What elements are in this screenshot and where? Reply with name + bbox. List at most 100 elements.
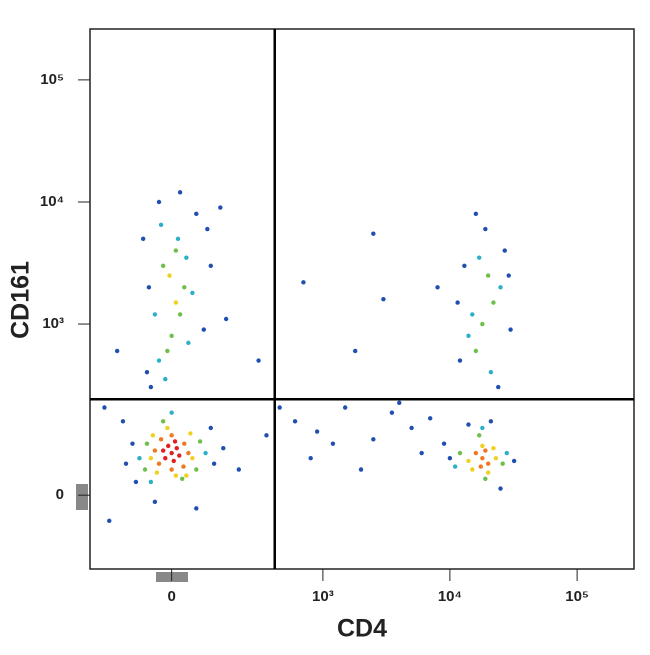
event-dot <box>457 450 463 456</box>
event-dot <box>485 470 491 475</box>
x-axis-label: CD4 <box>337 615 387 643</box>
event-dot <box>205 226 210 232</box>
event-dot <box>194 467 199 472</box>
event-dot <box>179 476 185 481</box>
event-dot <box>158 222 164 228</box>
event-dot <box>477 433 482 438</box>
event-dot <box>114 348 120 354</box>
event-dot <box>186 450 191 456</box>
event-dot <box>473 450 479 456</box>
event-dot <box>169 410 174 415</box>
event-dot <box>186 340 191 346</box>
event-dot <box>123 461 129 466</box>
event-dot <box>177 312 183 317</box>
event-dot <box>371 231 376 236</box>
event-dot <box>140 236 146 241</box>
event-dot <box>427 416 433 421</box>
event-dot <box>172 439 178 444</box>
y-axis-label: CD161 <box>7 261 35 339</box>
x-tick-label: 10³ <box>312 588 334 605</box>
event-dot <box>148 456 154 461</box>
event-dot <box>301 280 306 285</box>
event-dot <box>397 400 402 405</box>
event-dot <box>500 461 505 466</box>
event-dot <box>389 410 395 415</box>
event-dot <box>163 376 168 382</box>
event-dot <box>152 312 158 317</box>
event-dot <box>485 273 491 278</box>
event-dot <box>506 273 511 278</box>
event-dot <box>133 479 139 485</box>
event-dot <box>188 431 193 436</box>
event-dot <box>184 473 189 478</box>
event-dot <box>174 445 179 451</box>
event-dot <box>171 458 176 464</box>
event-dot <box>491 300 496 305</box>
event-dot <box>165 425 170 431</box>
y-tick-label: 10³ <box>42 315 64 332</box>
event-dot <box>218 205 223 210</box>
zero-marker <box>76 484 88 510</box>
event-dot <box>208 425 213 431</box>
event-dot <box>208 263 213 269</box>
event-dot <box>169 333 174 339</box>
event-dot <box>167 273 172 278</box>
event-dot <box>480 321 485 327</box>
event-dot <box>478 464 484 469</box>
event-dot <box>160 263 166 269</box>
event-dot <box>223 316 229 322</box>
event-dot <box>452 464 458 469</box>
event-dot <box>277 405 282 410</box>
event-dot <box>419 450 424 456</box>
event-dot <box>144 441 150 446</box>
event-dot <box>256 358 261 363</box>
event-dot <box>182 441 187 446</box>
event-dot <box>371 437 376 442</box>
event-dot <box>102 405 107 410</box>
event-dot <box>488 370 494 375</box>
event-dot <box>221 445 226 451</box>
event-dot <box>150 433 156 438</box>
event-dot <box>201 327 206 332</box>
event-dot <box>177 190 183 195</box>
event-dot <box>480 443 485 449</box>
event-dot <box>130 441 135 446</box>
event-dot <box>498 285 503 290</box>
event-dot <box>381 296 386 302</box>
event-dot <box>173 300 179 305</box>
event-dot <box>314 429 320 434</box>
event-dot <box>137 456 142 461</box>
event-dot <box>184 255 189 260</box>
y-tick-label: 0 <box>56 486 64 503</box>
event-dot <box>483 226 488 232</box>
event-dot <box>107 518 112 524</box>
event-dot <box>194 506 199 511</box>
event-dot <box>160 448 166 453</box>
y-tick-label: 10⁴ <box>40 193 64 210</box>
event-dot <box>470 467 475 472</box>
event-dot <box>496 384 501 390</box>
event-dot <box>144 370 150 375</box>
event-dot <box>158 437 164 442</box>
event-dot <box>435 285 440 290</box>
event-dot <box>148 384 154 390</box>
event-dot <box>409 425 414 431</box>
event-dot <box>264 433 269 438</box>
event-dot <box>169 433 174 438</box>
event-dot <box>197 439 203 444</box>
event-dot <box>308 456 313 461</box>
event-dot <box>441 441 447 446</box>
event-dot <box>148 479 154 485</box>
event-dot <box>477 255 482 260</box>
event-dot <box>498 486 503 491</box>
event-dot <box>154 470 160 475</box>
event-dot <box>156 461 162 466</box>
event-dot <box>502 248 507 253</box>
event-dot <box>504 450 509 456</box>
event-dot <box>152 448 158 453</box>
event-dot <box>169 467 174 472</box>
event-dot <box>358 467 364 472</box>
event-dot <box>169 450 174 456</box>
event-dot <box>483 448 488 453</box>
event-dot <box>166 443 171 449</box>
